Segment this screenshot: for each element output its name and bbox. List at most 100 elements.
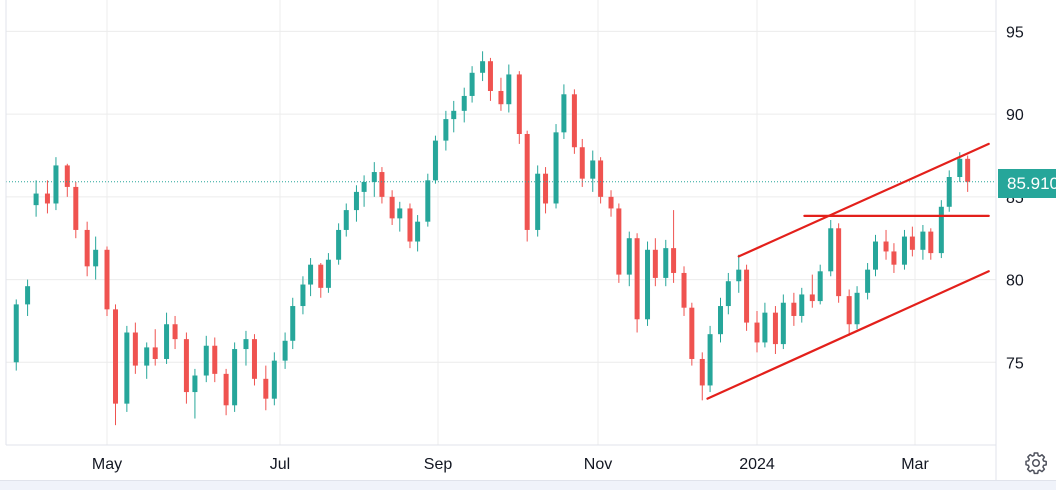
candle — [938, 200, 944, 259]
candle — [736, 254, 742, 293]
candle — [469, 66, 475, 103]
candle-body — [53, 165, 59, 204]
candle — [144, 342, 150, 379]
candle — [64, 163, 70, 197]
candle-body — [469, 72, 475, 96]
candle — [754, 311, 760, 353]
candle — [671, 210, 677, 283]
candle-body — [290, 306, 296, 341]
x-tick-label: Nov — [584, 456, 612, 473]
candle — [53, 157, 59, 211]
candle-body — [791, 302, 797, 316]
candle — [579, 138, 585, 187]
candle-body — [33, 193, 39, 206]
candle — [343, 203, 349, 237]
candle — [84, 221, 90, 277]
candle-body — [232, 349, 238, 406]
candle-body — [780, 302, 786, 345]
candle-body — [817, 271, 823, 302]
candle-body — [965, 158, 971, 182]
candle-body — [553, 132, 559, 204]
candle-body — [487, 61, 493, 91]
candles — [13, 51, 971, 426]
candle — [965, 155, 971, 192]
candle-body — [25, 286, 31, 305]
candle-body — [873, 241, 878, 270]
candle-body — [371, 172, 377, 182]
candle-body — [251, 339, 257, 379]
candle — [232, 342, 238, 412]
bottom-toolbar — [0, 480, 1056, 490]
candle — [425, 173, 431, 227]
candle — [93, 236, 99, 280]
candle — [817, 264, 823, 305]
candle — [243, 330, 249, 366]
candle — [397, 201, 403, 232]
candle-body — [645, 249, 651, 320]
candle — [571, 89, 577, 154]
candle-body — [579, 147, 585, 179]
candle — [336, 223, 342, 265]
candle-body — [407, 208, 413, 242]
candle — [290, 297, 296, 350]
candle — [920, 224, 926, 260]
candle — [379, 167, 385, 204]
candle — [681, 266, 687, 316]
candle-body — [891, 251, 897, 265]
candle-body — [836, 228, 842, 297]
trendlines[interactable] — [6, 142, 996, 400]
candle — [318, 263, 324, 298]
candle — [73, 181, 79, 239]
candle-body — [957, 158, 963, 178]
candle-body — [938, 206, 944, 254]
candle-body — [353, 191, 359, 211]
candle-body — [809, 294, 815, 302]
candle-body — [164, 324, 170, 359]
candle-body — [928, 231, 934, 254]
candle — [487, 57, 493, 101]
candle — [699, 352, 705, 401]
candle-body — [718, 306, 724, 335]
candle — [33, 180, 39, 217]
candle — [282, 332, 288, 369]
settings-button[interactable] — [1024, 451, 1048, 475]
candle — [561, 84, 567, 139]
candle-body — [44, 193, 50, 204]
candle-body — [343, 210, 349, 230]
candle-body — [707, 334, 713, 386]
candle — [891, 243, 897, 273]
candle-body — [361, 181, 367, 192]
candle — [203, 335, 209, 383]
candle-body — [192, 375, 198, 393]
candle-body — [828, 228, 834, 272]
candle — [451, 100, 457, 133]
candle-body — [84, 229, 90, 267]
candle-body — [846, 296, 852, 325]
candle-body — [909, 236, 915, 250]
candle-body — [203, 345, 209, 376]
last-price-badge: 85.910 — [998, 169, 1056, 198]
candle-body — [754, 322, 760, 343]
candle-body — [663, 248, 669, 278]
candle — [608, 190, 614, 217]
candle — [498, 77, 504, 111]
candle-body — [152, 347, 158, 359]
candle-body — [590, 160, 596, 179]
candle-body — [93, 249, 99, 267]
candle — [725, 272, 731, 315]
candle — [271, 352, 277, 406]
candle-body — [744, 269, 750, 323]
candle-body — [946, 177, 952, 207]
candle-body — [854, 292, 860, 325]
candle-body — [379, 172, 385, 197]
candle-body — [516, 74, 522, 134]
gear-icon — [1025, 452, 1047, 475]
candle — [432, 135, 438, 184]
candle — [762, 302, 768, 348]
candle-body — [318, 264, 324, 288]
candle — [407, 203, 413, 249]
x-tick-label: Sep — [424, 456, 453, 473]
candle-body — [113, 309, 119, 404]
candle — [626, 231, 632, 287]
